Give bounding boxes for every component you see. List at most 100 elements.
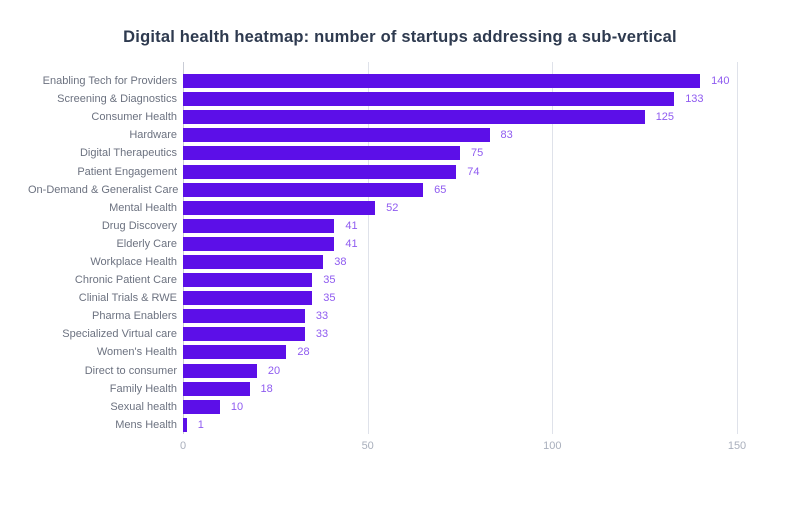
category-label: Pharma Enablers: [92, 310, 177, 323]
category-label: Patient Engagement: [77, 165, 177, 178]
value-label: 83: [500, 129, 513, 142]
bar: [183, 128, 490, 143]
category-label: Screening & Diagnostics: [57, 93, 177, 106]
value-label: 38: [334, 255, 347, 268]
value-label: 140: [711, 75, 730, 88]
bar-row: Family Health 18: [28, 380, 760, 398]
bar: [183, 327, 305, 342]
bar: [183, 345, 287, 360]
value-label: 52: [386, 201, 399, 214]
value-label: 33: [315, 310, 329, 323]
value-label: 65: [434, 183, 447, 196]
bar-row: Enabling Tech for Providers 140: [28, 72, 760, 90]
bar-track: 35: [183, 289, 760, 307]
value-label: 35: [323, 292, 336, 305]
bar-track: 65: [183, 181, 760, 199]
bar-track: 75: [183, 144, 760, 162]
bar-track: 10: [183, 398, 760, 416]
category-label: Chronic Patient Care: [74, 274, 177, 287]
bar-track: 28: [183, 343, 760, 361]
bar-row: Digital Therapeutics 75: [28, 144, 760, 162]
category-label: Specialized Virtual care: [62, 328, 177, 341]
bar: [183, 273, 313, 288]
bar: [183, 92, 675, 107]
bar-track: 125: [183, 108, 760, 126]
bar-chart: Enabling Tech for Providers 140 Screening …: [28, 62, 760, 456]
value-label: 41: [345, 219, 358, 232]
bar: [183, 236, 335, 251]
bar: [183, 218, 335, 233]
value-label: 35: [323, 274, 336, 287]
x-tick-label: 0: [179, 440, 187, 452]
bar-row: Workplace Health 38: [28, 253, 760, 271]
bar-track: 1: [183, 416, 760, 434]
bar-rows: Enabling Tech for Providers 140 Screening …: [28, 72, 760, 434]
bar-track: 74: [183, 162, 760, 180]
bar-row: Screening & Diagnostics 133: [28, 90, 760, 108]
x-tick-label: 100: [543, 440, 562, 452]
bar-track: 35: [183, 271, 760, 289]
bar-row: Patient Engagement 74: [28, 162, 760, 180]
category-label: Hardware: [129, 129, 177, 142]
bar: [183, 254, 324, 269]
bar: [183, 417, 187, 432]
bar: [183, 291, 313, 306]
gridline: [737, 62, 738, 434]
x-tick-label: 150: [727, 440, 747, 452]
bar-row: Mental Health 52: [28, 199, 760, 217]
category-label: Women's Health: [96, 346, 177, 359]
value-label: 33: [315, 328, 329, 341]
bar: [183, 110, 645, 125]
bar-row: Consumer Health 125: [28, 108, 760, 126]
value-label: 41: [345, 237, 358, 250]
category-label: Digital Therapeutics: [79, 147, 177, 160]
value-label: 18: [260, 382, 273, 395]
x-tick-label: 50: [361, 440, 374, 452]
category-label: Family Health: [109, 382, 177, 395]
category-label: Sexual health: [110, 400, 177, 413]
bar-track: 41: [183, 235, 760, 253]
category-label: Mens Health: [115, 418, 177, 431]
bar: [183, 200, 376, 215]
value-label: 28: [297, 346, 310, 359]
bar: [183, 381, 250, 396]
value-label: 125: [655, 111, 675, 124]
value-label: 75: [471, 147, 484, 160]
bar-row: Hardware 83: [28, 126, 760, 144]
bar-row: Clinial Trials & RWE 35: [28, 289, 760, 307]
value-label: 74: [467, 165, 480, 178]
value-label: 10: [230, 400, 244, 413]
bar-track: 133: [183, 90, 760, 108]
value-label: 20: [267, 364, 281, 377]
bar-track: 38: [183, 253, 760, 271]
chart-title: Digital health heatmap: number of startu…: [123, 28, 677, 46]
bar-row: Chronic Patient Care 35: [28, 271, 760, 289]
bar-row: Elderly Care 41: [28, 235, 760, 253]
bar: [183, 146, 460, 161]
bar-row: On-Demand & Generalist Care 65: [28, 181, 760, 199]
value-label: 1: [197, 418, 204, 431]
x-axis: 0 50 100 150: [179, 440, 760, 456]
bar-track: 83: [183, 126, 760, 144]
category-label: Enabling Tech for Providers: [42, 75, 177, 88]
bar-row: Mens Health 1: [28, 416, 760, 434]
category-label: Workplace Health: [90, 255, 177, 268]
bar-track: 52: [183, 199, 760, 217]
bar-row: Sexual health 10: [28, 398, 760, 416]
bar-row: Women's Health 28: [28, 343, 760, 361]
bar-track: 140: [183, 72, 760, 90]
plot-area: Enabling Tech for Providers 140 Screening …: [28, 62, 760, 434]
bar-track: 33: [183, 307, 760, 325]
category-label: Direct to consumer: [84, 364, 177, 377]
bar-track: 33: [183, 325, 760, 343]
bar: [183, 182, 424, 197]
bar-row: Pharma Enablers 33: [28, 307, 760, 325]
value-label: 133: [685, 93, 704, 106]
bar: [183, 309, 305, 324]
bar-row: Specialized Virtual care 33: [28, 325, 760, 343]
bar-track: 18: [183, 380, 760, 398]
bar-row: Direct to consumer 20: [28, 362, 760, 380]
category-label: Mental Health: [109, 201, 177, 214]
bar: [183, 363, 257, 378]
category-label: Clinial Trials & RWE: [78, 292, 177, 305]
